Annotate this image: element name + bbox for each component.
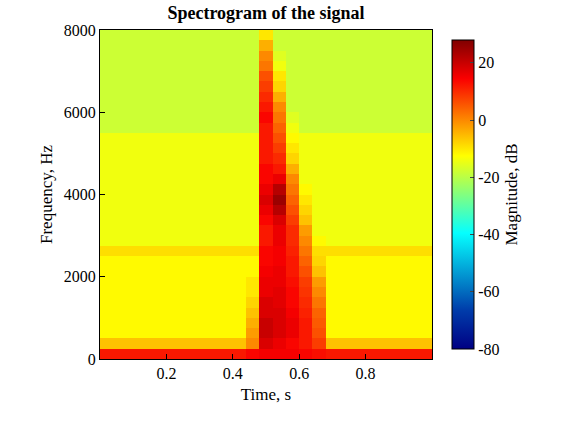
svg-text:0: 0	[478, 112, 486, 129]
svg-text:8000: 8000	[64, 22, 96, 39]
svg-text:Magnitude, dB: Magnitude, dB	[502, 143, 521, 245]
svg-text:-60: -60	[478, 283, 499, 300]
svg-text:Spectrogram of the signal: Spectrogram of the signal	[167, 3, 364, 23]
svg-text:4000: 4000	[64, 186, 96, 203]
svg-text:0.2: 0.2	[156, 365, 176, 382]
svg-text:0.6: 0.6	[289, 365, 309, 382]
svg-text:20: 20	[478, 54, 494, 71]
svg-text:-20: -20	[478, 169, 499, 186]
svg-text:2000: 2000	[64, 268, 96, 285]
svg-text:0: 0	[88, 351, 96, 368]
svg-text:Frequency, Hz: Frequency, Hz	[37, 145, 56, 244]
svg-text:-40: -40	[478, 226, 499, 243]
svg-text:0.8: 0.8	[356, 365, 376, 382]
svg-text:6000: 6000	[64, 104, 96, 121]
svg-text:-80: -80	[478, 341, 499, 358]
svg-text:Time, s: Time, s	[241, 385, 291, 404]
svg-text:0.4: 0.4	[223, 365, 243, 382]
